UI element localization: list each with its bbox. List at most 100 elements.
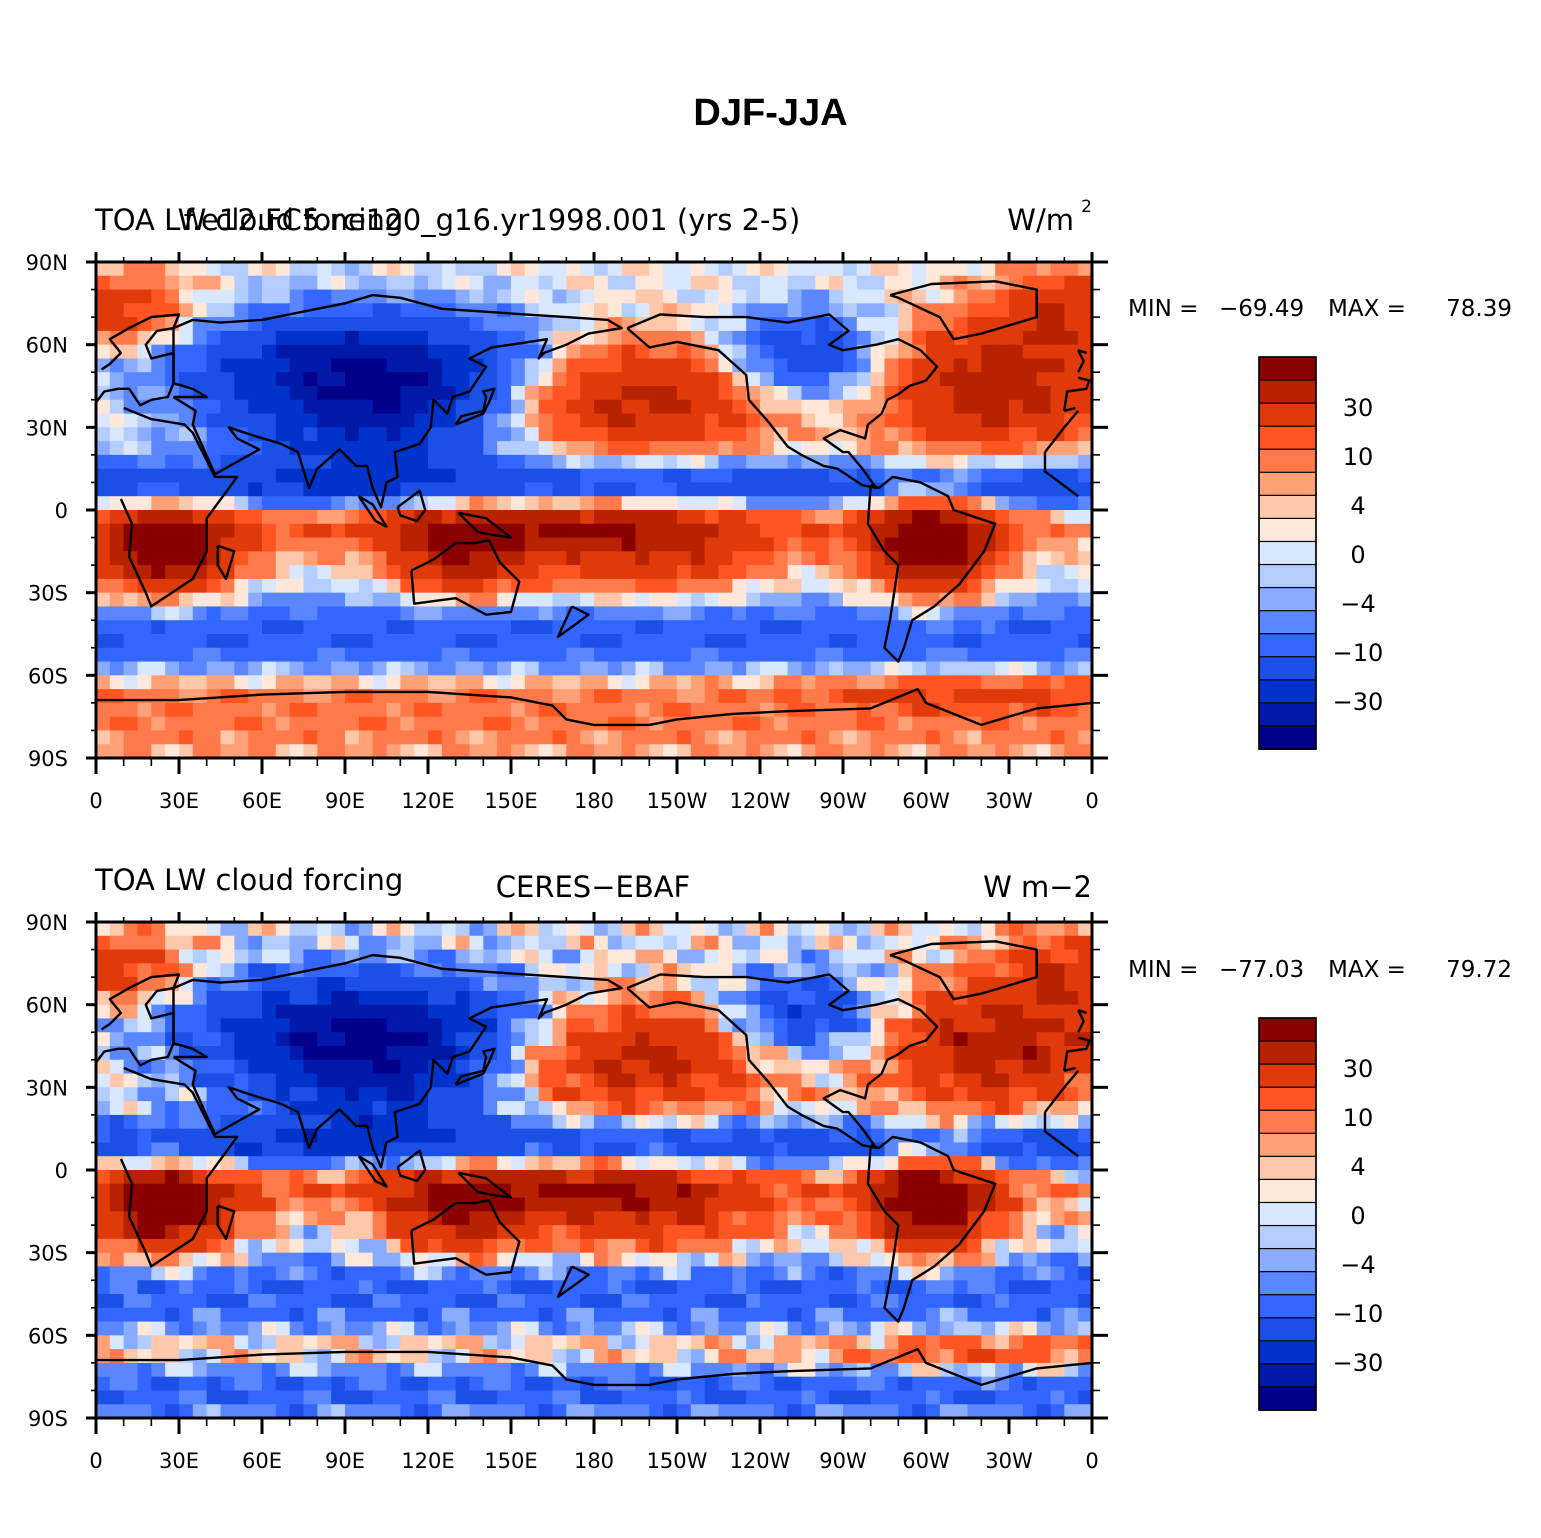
field-cell (884, 1225, 899, 1240)
field-cell (151, 1266, 166, 1281)
field-cell (275, 1170, 291, 1185)
field-cell (109, 1225, 125, 1240)
field-cell (289, 1170, 305, 1185)
field-cell (289, 1280, 305, 1295)
field-cell (704, 399, 720, 415)
field-cell (856, 1046, 872, 1061)
field-cell (1022, 730, 1038, 745)
field-cell (981, 372, 996, 387)
field-cell (289, 317, 305, 332)
field-cell (511, 344, 526, 360)
field-cell (234, 1046, 249, 1061)
panel-left-title: TOA LW cloud forcing (94, 863, 403, 897)
field-cell (441, 1156, 457, 1171)
field-cell (179, 1280, 194, 1295)
field-cell (345, 372, 360, 387)
field-cell (580, 730, 595, 745)
field-cell (234, 578, 249, 594)
field-cell (926, 1238, 941, 1254)
field-cell (275, 922, 291, 937)
field-cell (594, 922, 609, 937)
field-cell (760, 1004, 775, 1020)
field-cell (109, 262, 125, 277)
field-cell (718, 289, 733, 304)
field-cell (524, 702, 540, 718)
field-cell (317, 647, 332, 663)
field-cell (123, 1307, 139, 1323)
field-cell (262, 441, 277, 456)
field-cell (345, 565, 360, 580)
field-cell (345, 634, 360, 649)
field-cell (746, 744, 761, 758)
field-cell (345, 606, 360, 621)
field-cell (497, 1170, 512, 1185)
field-cell (1050, 262, 1065, 277)
field-cell (331, 510, 346, 525)
field-cell (856, 702, 872, 718)
field-cell (607, 990, 623, 1006)
field-cell (483, 1321, 498, 1336)
field-cell (469, 661, 484, 676)
field-cell (732, 1032, 747, 1047)
field-cell (607, 1101, 623, 1116)
field-cell (995, 744, 1010, 758)
field-cell (192, 262, 208, 277)
field-cell (663, 1211, 678, 1226)
field-cell (1064, 344, 1079, 360)
field-cell (1022, 634, 1038, 649)
field-cell (96, 606, 111, 621)
field-cell (995, 537, 1010, 552)
field-cell (303, 413, 318, 428)
field-cell (1050, 303, 1065, 318)
field-cell (386, 620, 401, 635)
field-cell (345, 1170, 360, 1185)
field-cell (206, 1046, 222, 1061)
field-cell (289, 1032, 305, 1047)
field-cell (275, 468, 291, 484)
field-cell (856, 468, 872, 484)
field-cell (317, 1197, 332, 1212)
field-cell (760, 289, 775, 304)
field-cell (192, 1114, 208, 1130)
field-cell (538, 990, 554, 1006)
field-cell (1036, 358, 1052, 373)
field-cell (303, 441, 318, 456)
field-cell (358, 620, 374, 635)
field-cell (538, 689, 554, 704)
field-cell (538, 454, 554, 470)
field-cell (192, 565, 208, 580)
field-cell (179, 922, 194, 937)
field-cell (1064, 441, 1079, 456)
field-cell (428, 716, 443, 732)
field-cell (829, 606, 844, 621)
field-cell (704, 386, 720, 401)
field-cell (649, 482, 664, 497)
field-cell (538, 606, 554, 621)
field-cell (621, 537, 637, 552)
field-cell (981, 1004, 996, 1020)
field-cell (262, 661, 277, 676)
field-cell (511, 1128, 526, 1144)
field-cell (732, 620, 747, 635)
field-cell (856, 454, 872, 470)
field-cell (192, 1307, 208, 1323)
field-cell (358, 413, 374, 428)
field-cell (400, 537, 415, 552)
field-cell (414, 990, 429, 1006)
field-cell (552, 963, 567, 978)
field-cell (580, 1156, 595, 1171)
field-cell (635, 1294, 650, 1309)
field-cell (760, 454, 775, 470)
field-cell (649, 413, 664, 428)
field-cell (165, 702, 180, 718)
field-cell (953, 592, 969, 608)
field-cell (372, 551, 388, 566)
field-cell (926, 1073, 941, 1088)
field-cell (746, 523, 761, 539)
field-cell (497, 275, 512, 291)
field-cell (939, 551, 955, 566)
field-cell (870, 620, 886, 635)
field-cell (206, 1307, 222, 1323)
field-cell (289, 1087, 305, 1102)
field-cell (428, 1018, 443, 1033)
